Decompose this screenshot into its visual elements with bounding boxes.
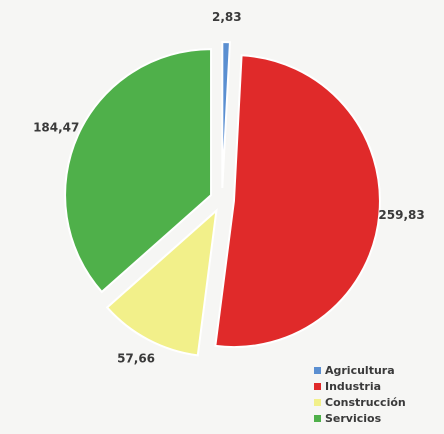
- data-label-construccion: 57,66: [117, 351, 155, 365]
- legend-label-agricultura: Agricultura: [325, 363, 395, 377]
- legend-label-industria: Industria: [325, 379, 382, 393]
- legend-label-servicios: Servicios: [325, 411, 382, 425]
- data-label-agricultura: 2,83: [212, 10, 242, 24]
- legend-swatch-construccion: [314, 398, 321, 406]
- pie-slice-industria: [214, 54, 381, 349]
- legend-swatch-industria: [314, 382, 321, 390]
- pie-slice-servicios: [64, 48, 213, 294]
- legend-label-construccion: Construcción: [325, 395, 406, 409]
- legend: Agricultura Industria Construcción Servi…: [314, 362, 406, 426]
- pie-slice-construccion: [105, 208, 218, 357]
- pie-slice-agricultura: [221, 41, 232, 189]
- legend-swatch-agricultura: [314, 366, 321, 374]
- legend-swatch-servicios: [314, 414, 321, 422]
- legend-item-industria: Industria: [314, 378, 406, 394]
- data-label-servicios: 184,47: [33, 121, 79, 135]
- legend-item-servicios: Servicios: [314, 410, 406, 426]
- legend-item-agricultura: Agricultura: [314, 362, 406, 378]
- data-label-industria: 259,83: [378, 208, 424, 222]
- legend-item-construccion: Construcción: [314, 394, 406, 410]
